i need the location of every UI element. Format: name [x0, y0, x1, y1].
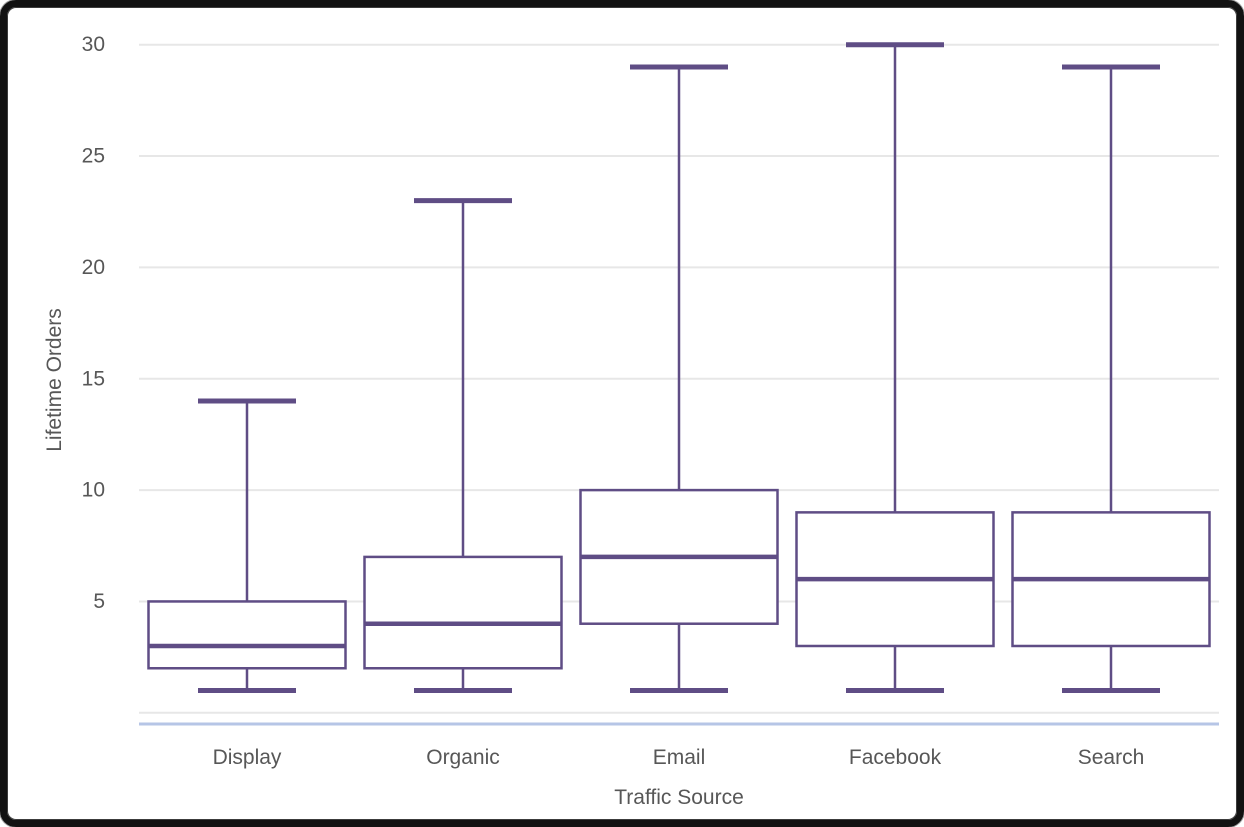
y-tick-label-15: 15	[82, 367, 105, 390]
x-axis-title: Traffic Source	[614, 786, 744, 809]
x-category-label-Facebook: Facebook	[849, 746, 942, 769]
y-tick-label-5: 5	[93, 590, 105, 613]
x-category-label-Email: Email	[653, 746, 706, 769]
x-category-label-Search: Search	[1078, 746, 1145, 769]
y-tick-label-30: 30	[82, 33, 105, 56]
x-category-label-Display: Display	[213, 746, 282, 769]
x-category-label-Organic: Organic	[426, 746, 500, 769]
y-axis-title: Lifetime Orders	[43, 308, 66, 452]
y-tick-label-10: 10	[82, 479, 105, 502]
y-tick-label-20: 20	[82, 256, 105, 279]
y-tick-label-25: 25	[82, 145, 105, 168]
box-Organic	[363, 555, 563, 670]
box-Display	[147, 600, 347, 670]
